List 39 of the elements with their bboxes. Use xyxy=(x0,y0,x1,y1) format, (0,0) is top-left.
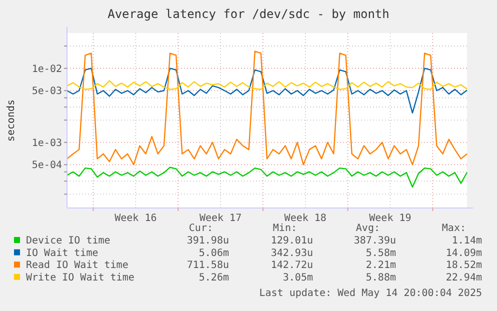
text: 5.58m xyxy=(366,248,396,259)
legend-label: Device IO time xyxy=(26,236,110,246)
text: Max: xyxy=(442,223,466,234)
text: 387.39u xyxy=(354,236,396,246)
y-tick-label: 5e-04 xyxy=(32,160,62,172)
y-tick-label: 1e-03 xyxy=(32,138,62,149)
x-tick-label: Week 16 xyxy=(114,213,157,224)
legend-label: Write IO Wait time xyxy=(26,272,134,284)
text: 22.94m xyxy=(446,272,482,284)
text: 5.26m xyxy=(198,272,229,284)
text: 5.88m xyxy=(366,272,396,284)
x-tick-label: Week 19 xyxy=(369,213,412,224)
x-tick-label: Week 18 xyxy=(284,213,326,224)
x-tick-label: Week 17 xyxy=(199,213,242,224)
chart-title: Average latency for /dev/sdc - by month xyxy=(108,7,390,21)
text: 3.05m xyxy=(282,272,313,284)
text: 14.09m xyxy=(446,248,482,259)
text: 342.93u xyxy=(270,248,313,259)
text: Avg: xyxy=(356,223,380,234)
y-tick-label: 5e-03 xyxy=(32,86,62,98)
text: Min: xyxy=(272,223,297,234)
line-series xyxy=(66,50,468,166)
text: 5.06m xyxy=(198,248,229,259)
legend-label: Read IO Wait time xyxy=(26,260,128,272)
text: Last update: Wed May 14 20:00:04 2025 xyxy=(259,288,482,299)
text: 1.14m xyxy=(452,236,482,246)
text: Cur: xyxy=(188,223,213,234)
line-series xyxy=(66,80,468,90)
legend-label: IO Wait time xyxy=(26,248,98,259)
text: 2.21m xyxy=(366,260,396,272)
line-series xyxy=(66,166,468,188)
line-series xyxy=(66,68,468,114)
text: 391.98u xyxy=(186,236,229,246)
y-axis-title: seconds xyxy=(6,99,17,142)
text: 142.72u xyxy=(270,260,313,272)
text: 129.01u xyxy=(270,236,313,246)
text: 711.58u xyxy=(186,260,229,272)
y-tick-label: 1e-02 xyxy=(32,64,62,75)
text: 18.52m xyxy=(446,260,482,272)
